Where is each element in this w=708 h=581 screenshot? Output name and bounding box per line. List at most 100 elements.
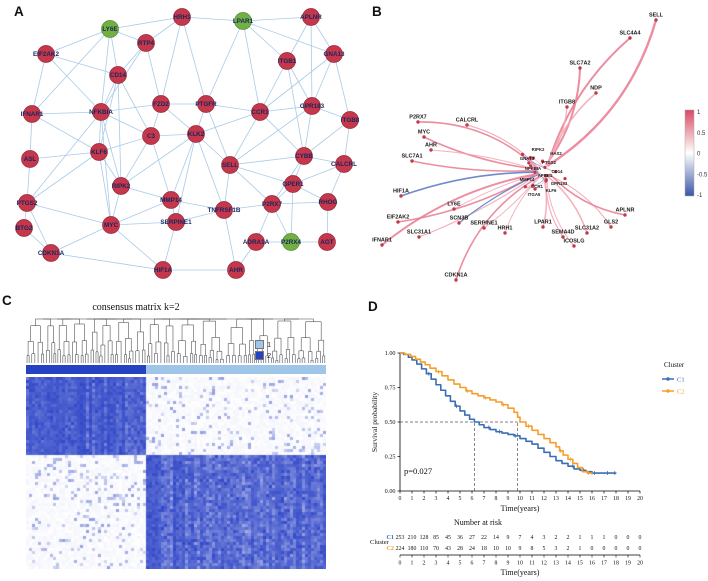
risk-count: 22 (481, 535, 487, 541)
gene-label: CALCRL (331, 161, 357, 168)
cluster-node (543, 165, 547, 170)
outer-gene-node (454, 278, 458, 282)
gene-node (341, 111, 359, 129)
gene-node (101, 20, 119, 38)
correlation-edge (548, 174, 612, 228)
network-edge (100, 103, 162, 113)
x-tick-label: 3 (435, 496, 438, 502)
network-edge (242, 16, 312, 22)
outer-gene-node (565, 105, 569, 109)
risk-count: 0 (615, 535, 618, 541)
x-tick-label: 2 (423, 496, 426, 502)
dendrogram (26, 318, 326, 363)
network-nodes: LY6E HRH1 LPAR1 APLNR EIF2AK2 RTP4 GNA13 CD14 IT… (15, 8, 360, 279)
gene-node (109, 66, 127, 84)
x-axis-title: Time(years) (501, 504, 540, 513)
gene-node (102, 216, 120, 234)
gene-label: HRH1 (173, 14, 191, 21)
x-tick-label: 20 (637, 496, 643, 502)
center-gene-label: GPR183 (551, 181, 568, 186)
network-edge (292, 163, 345, 185)
outer-gene-node (628, 36, 632, 40)
network-edge (50, 224, 112, 254)
correlation-edge (418, 173, 539, 238)
outer-gene-label: ICOSLG (563, 239, 584, 245)
network-edge (29, 151, 100, 160)
y-tick-label: 0.00 (385, 488, 396, 495)
network-edge (145, 42, 162, 105)
correlation-edge (458, 174, 539, 224)
correlation-edge (542, 177, 548, 228)
outer-gene-label: LPAR1 (534, 220, 552, 226)
network-edge (26, 202, 52, 254)
outer-gene-node (416, 120, 420, 124)
outer-gene-node (457, 221, 461, 225)
risk-count: 9 (507, 535, 510, 541)
outer-gene-node (503, 231, 507, 235)
network-edge (181, 16, 207, 105)
outer-gene-label: SEMA4D (552, 230, 575, 236)
y-tick-label: 0.50 (385, 419, 396, 426)
network-edge (175, 133, 197, 223)
risk-count: 128 (420, 535, 429, 541)
x-tick-label: 4 (447, 496, 450, 502)
x-tick-label: 11 (529, 496, 535, 502)
legend-marker (666, 377, 670, 381)
network-edge (26, 151, 100, 204)
gene-label: GPR183 (300, 103, 325, 110)
gene-label: PTGFR (195, 101, 217, 108)
gene-label: P2RX4 (281, 239, 301, 246)
correlation-colorbar (684, 109, 695, 197)
legend-title: Cluster (664, 361, 685, 369)
outer-gene-node (429, 148, 433, 152)
cluster-1-label: 1 (267, 340, 272, 349)
colorbar-tick-label: 0 (697, 152, 701, 158)
y-tick-label: 1.00 (385, 350, 396, 357)
x-tick-label: 18 (613, 496, 619, 502)
risk-axis-tick-label: 7 (483, 561, 486, 567)
gene-node (42, 244, 60, 262)
risk-table-row-header: Cluster (370, 539, 390, 546)
risk-table-title: Number at risk (454, 518, 502, 527)
y-tick-label: 0.75 (385, 385, 396, 392)
risk-count: 45 (445, 535, 451, 541)
outer-gene-label: MYC (418, 130, 430, 136)
risk-count: 0 (627, 546, 630, 552)
panel-a-label: A (14, 4, 24, 19)
cluster-2-swatch (255, 351, 264, 360)
network-edge (98, 135, 152, 153)
risk-count: 224 (396, 546, 405, 552)
x-tick-label: 14 (565, 496, 571, 502)
gene-label: NFKBIA (89, 109, 113, 116)
gene-label: CCR1 (251, 109, 269, 116)
outer-gene-node (396, 220, 400, 224)
gene-label: SERPINE1 (160, 219, 192, 226)
cluster-2-bar-segment (26, 365, 146, 374)
outer-gene-node (399, 194, 403, 198)
gene-label: KLK2 (188, 131, 205, 138)
risk-count: 43 (445, 546, 451, 552)
gene-node (215, 201, 233, 219)
risk-count: 3 (543, 535, 546, 541)
outer-gene-node (578, 66, 582, 70)
gene-node (282, 233, 300, 251)
risk-count: 253 (396, 535, 405, 541)
gene-label: AGT (320, 239, 333, 246)
network-edge (26, 111, 102, 204)
correlation-edge (545, 177, 564, 238)
correlation-edge (547, 176, 588, 234)
risk-axis-tick-label: 9 (507, 561, 510, 567)
center-gene-label: GNA13 (520, 156, 535, 161)
gene-node (278, 52, 296, 70)
gene-label: KLF6 (91, 149, 107, 156)
gene-node (221, 156, 239, 174)
outer-gene-label: HIF1A (393, 189, 409, 195)
gene-node (92, 103, 110, 121)
gene-label: CDKN1A (38, 250, 65, 257)
correlation-edge (455, 175, 541, 281)
risk-count: 2 (555, 535, 558, 541)
network-edge (310, 16, 313, 107)
risk-axis-tick-label: 13 (553, 561, 559, 567)
gene-node (325, 45, 343, 63)
center-gene-label: RIPK2 (532, 147, 545, 152)
